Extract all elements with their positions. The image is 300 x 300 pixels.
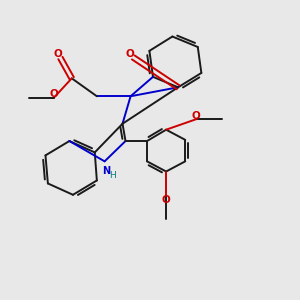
Text: O: O [125, 50, 134, 59]
Text: O: O [192, 111, 201, 121]
Text: O: O [53, 50, 62, 59]
Text: H: H [110, 171, 116, 180]
Text: N: N [102, 166, 110, 176]
Text: O: O [50, 89, 58, 99]
Text: O: O [162, 195, 170, 205]
